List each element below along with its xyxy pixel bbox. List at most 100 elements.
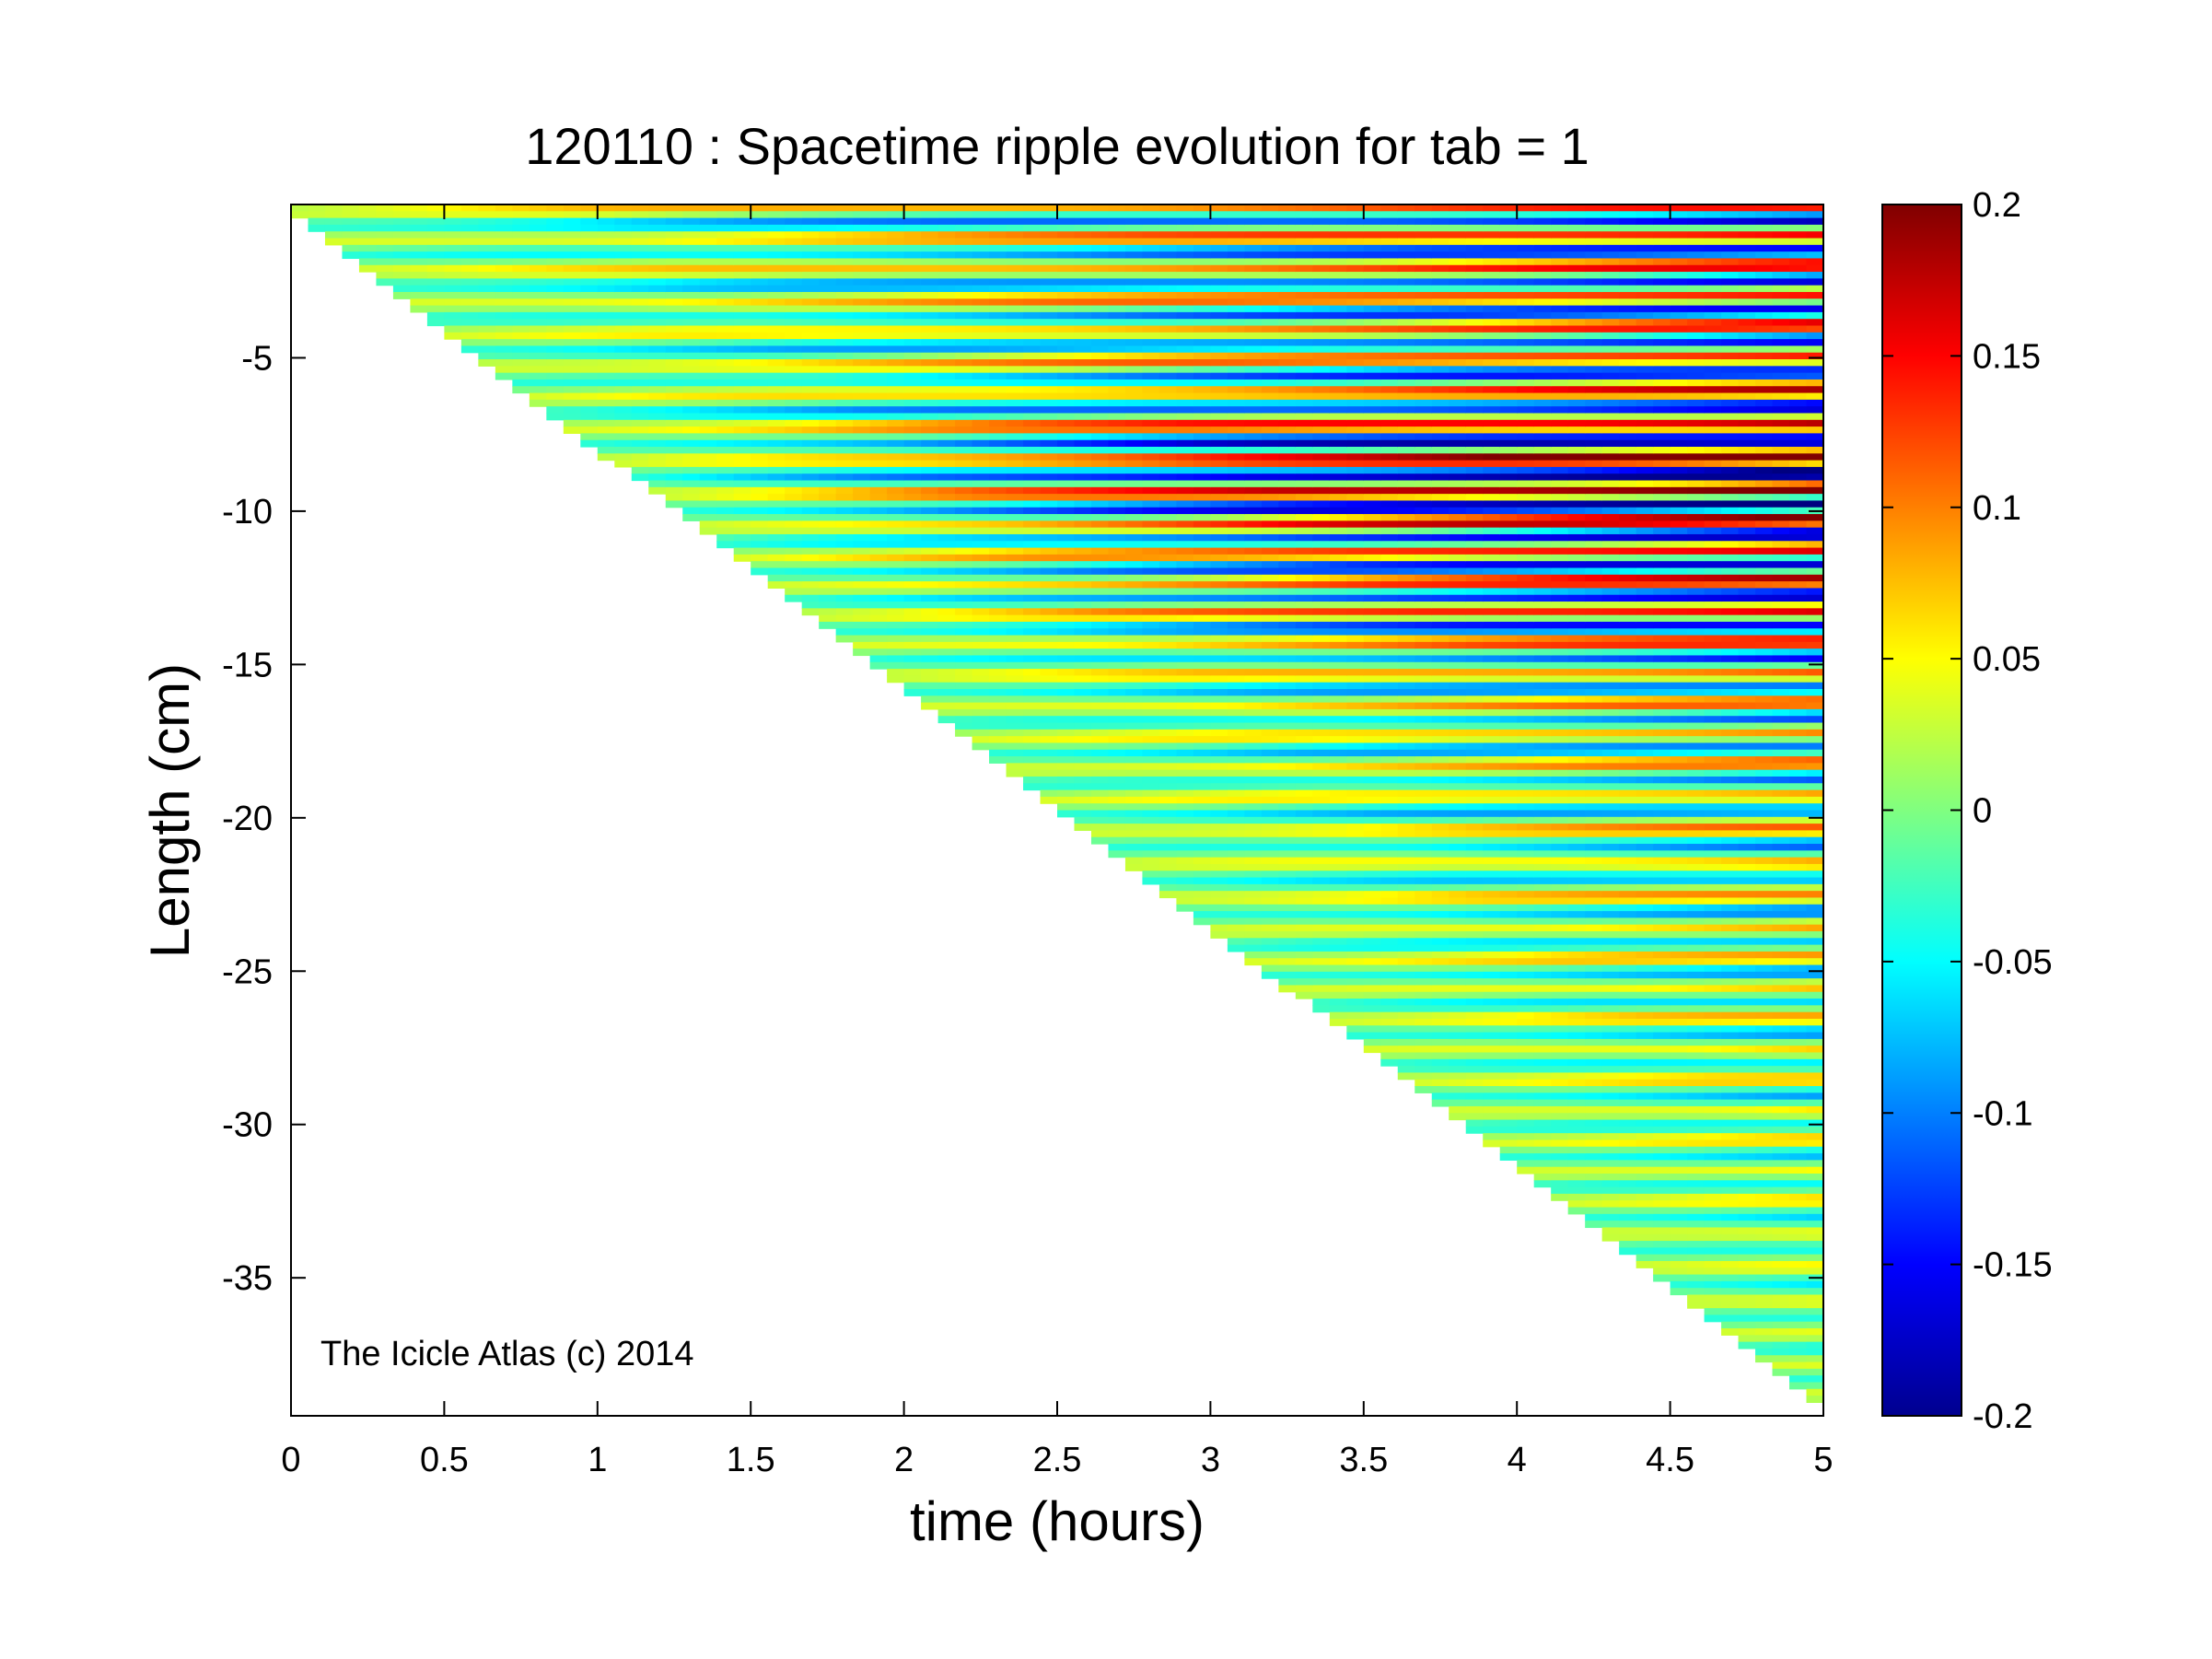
heatmap-cell xyxy=(1193,224,1211,232)
heatmap-cell xyxy=(1210,332,1228,340)
heatmap-cell xyxy=(1465,1126,1484,1134)
heatmap-cell xyxy=(1483,217,1501,226)
heatmap-cell xyxy=(1295,439,1313,448)
heatmap-cell xyxy=(1380,702,1399,710)
heatmap-cell xyxy=(597,339,615,347)
heatmap-cell xyxy=(1449,796,1467,804)
heatmap-cell xyxy=(1465,897,1484,905)
heatmap-cell xyxy=(1244,433,1263,441)
heatmap-cell xyxy=(1210,339,1228,347)
heatmap-cell xyxy=(937,447,956,454)
heatmap-cell xyxy=(1363,379,1381,387)
heatmap-cell xyxy=(1006,608,1024,616)
heatmap-cell xyxy=(1415,1046,1433,1054)
heatmap-cell xyxy=(1278,251,1297,260)
heatmap-cell xyxy=(1431,379,1449,387)
heatmap-cell xyxy=(1346,285,1365,293)
heatmap-cell xyxy=(955,655,973,663)
heatmap-cell xyxy=(1124,500,1144,508)
heatmap-cell xyxy=(1074,345,1092,354)
heatmap-cell xyxy=(1158,533,1178,542)
heatmap-cell xyxy=(1090,439,1110,448)
heatmap-cell xyxy=(819,453,837,461)
heatmap-cell xyxy=(937,238,956,246)
heatmap-cell xyxy=(597,332,615,340)
heatmap-cell xyxy=(1210,392,1228,401)
heatmap-cell xyxy=(733,460,751,468)
heatmap-cell xyxy=(955,675,973,683)
heatmap-cell xyxy=(512,244,530,252)
heatmap-cell xyxy=(1346,689,1365,696)
heatmap-cell xyxy=(1449,366,1467,374)
heatmap-cell xyxy=(1074,641,1092,649)
heatmap-cell xyxy=(1465,574,1484,582)
heatmap-cell xyxy=(1278,439,1297,448)
heatmap-cell xyxy=(1465,439,1484,448)
heatmap-cell xyxy=(1074,251,1092,260)
heatmap-cell xyxy=(869,621,888,629)
heatmap-cell xyxy=(1295,648,1313,657)
heatmap-cell xyxy=(1363,413,1381,421)
heatmap-cell xyxy=(1193,366,1211,374)
heatmap-cell xyxy=(1397,736,1415,744)
heatmap-cell xyxy=(903,359,922,367)
heatmap-cell xyxy=(1227,433,1245,441)
heatmap-cell xyxy=(921,204,939,212)
heatmap-cell xyxy=(1193,419,1211,427)
heatmap-cell xyxy=(989,372,1007,380)
heatmap-cell xyxy=(733,278,751,286)
heatmap-cell xyxy=(1074,594,1092,602)
heatmap-cell xyxy=(1397,533,1415,542)
heatmap-cell xyxy=(1040,608,1058,616)
heatmap-cell xyxy=(1227,272,1245,279)
heatmap-cell xyxy=(1431,675,1449,683)
heatmap-cell xyxy=(989,332,1007,340)
heatmap-cell xyxy=(1312,897,1331,905)
heatmap-cell xyxy=(1176,251,1194,260)
heatmap-cell xyxy=(716,339,735,347)
heatmap-cell xyxy=(1158,272,1178,279)
heatmap-cell xyxy=(955,399,973,407)
heatmap-cell xyxy=(1261,285,1279,293)
heatmap-cell xyxy=(937,379,956,387)
heatmap-cell xyxy=(1278,870,1297,879)
heatmap-cell xyxy=(1124,413,1144,421)
heatmap-cell xyxy=(324,224,343,232)
heatmap-cell xyxy=(972,594,990,602)
heatmap-cell xyxy=(1278,567,1297,576)
heatmap-cell xyxy=(835,224,854,232)
heatmap-cell xyxy=(853,224,871,232)
heatmap-cell xyxy=(1040,594,1058,602)
heatmap-cell xyxy=(1142,857,1160,865)
heatmap-cell xyxy=(972,291,990,299)
heatmap-cell xyxy=(972,655,990,663)
heatmap-cell xyxy=(1465,911,1484,918)
heatmap-cell xyxy=(1158,581,1178,590)
heatmap-cell xyxy=(1449,541,1467,549)
heatmap-cell xyxy=(955,352,973,360)
heatmap-cell xyxy=(1023,628,1042,637)
heatmap-cell xyxy=(785,311,803,320)
heatmap-cell xyxy=(801,244,820,252)
heatmap-cell xyxy=(1449,211,1467,219)
heatmap-cell xyxy=(1193,891,1211,899)
heatmap-cell xyxy=(631,359,649,367)
heatmap-cell xyxy=(1431,816,1449,824)
heatmap-cell xyxy=(989,224,1007,232)
heatmap-cell xyxy=(937,581,956,590)
heatmap-cell xyxy=(460,204,479,212)
heatmap-cell xyxy=(478,238,496,246)
heatmap-cell xyxy=(955,339,973,347)
heatmap-cell xyxy=(342,231,360,240)
heatmap-cell xyxy=(1397,466,1415,474)
heatmap-cell xyxy=(1415,581,1433,590)
heatmap-cell xyxy=(1363,958,1381,966)
heatmap-cell xyxy=(1397,964,1415,973)
heatmap-cell xyxy=(1278,231,1297,240)
heatmap-cell xyxy=(1227,816,1245,824)
heatmap-cell xyxy=(1346,682,1365,690)
heatmap-cell xyxy=(716,366,735,374)
heatmap-cell xyxy=(1193,238,1211,246)
heatmap-cell xyxy=(1108,844,1126,851)
heatmap-cell xyxy=(733,211,751,219)
